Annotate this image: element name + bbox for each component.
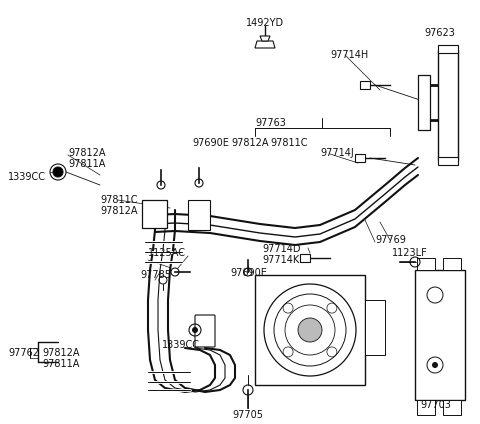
Text: 97714J: 97714J [320, 148, 354, 158]
Text: 97812A: 97812A [68, 148, 106, 158]
Polygon shape [260, 36, 270, 41]
Polygon shape [360, 81, 370, 89]
Text: 97769: 97769 [375, 235, 406, 245]
Text: 97811C: 97811C [100, 195, 137, 205]
Text: 97705: 97705 [232, 410, 264, 420]
Bar [418, 75, 430, 130]
Polygon shape [355, 154, 365, 162]
Text: 97812A: 97812A [42, 348, 80, 358]
Bar [142, 200, 167, 228]
Polygon shape [300, 254, 310, 262]
Text: 1123LF: 1123LF [392, 248, 428, 258]
Bar [438, 157, 458, 165]
Circle shape [53, 167, 63, 177]
Text: 97762: 97762 [8, 348, 39, 358]
Bar [417, 258, 435, 270]
Bar [438, 50, 458, 160]
Text: 97703: 97703 [420, 400, 451, 410]
Bar [417, 400, 435, 415]
Text: 1492YD: 1492YD [246, 18, 284, 28]
Bar [438, 45, 458, 53]
Text: 97811A: 97811A [42, 359, 79, 369]
Circle shape [432, 362, 438, 368]
Text: 1125AC: 1125AC [148, 248, 186, 258]
Text: 97811A: 97811A [68, 159, 106, 169]
Bar [443, 400, 461, 415]
Circle shape [298, 318, 322, 342]
Text: 97714D: 97714D [262, 244, 300, 254]
FancyBboxPatch shape [195, 315, 215, 347]
Text: 97690E: 97690E [192, 138, 229, 148]
Text: 97812A: 97812A [231, 138, 268, 148]
Text: 1339CC: 1339CC [162, 340, 200, 350]
Text: 97811C: 97811C [270, 138, 308, 148]
Text: 1339CC: 1339CC [8, 172, 46, 182]
Text: 97785: 97785 [140, 270, 171, 280]
Text: 97690E: 97690E [230, 268, 267, 278]
Polygon shape [255, 41, 275, 48]
Text: 97623: 97623 [424, 28, 455, 38]
Text: 97763: 97763 [255, 118, 286, 128]
Text: 97714H: 97714H [330, 50, 368, 60]
Text: 97812A: 97812A [100, 206, 137, 216]
Bar [188, 200, 210, 230]
Bar [415, 270, 465, 400]
Bar [365, 300, 385, 355]
Bar [255, 275, 365, 385]
Circle shape [192, 327, 198, 333]
Bar [443, 258, 461, 270]
Text: 97714K: 97714K [262, 255, 299, 265]
